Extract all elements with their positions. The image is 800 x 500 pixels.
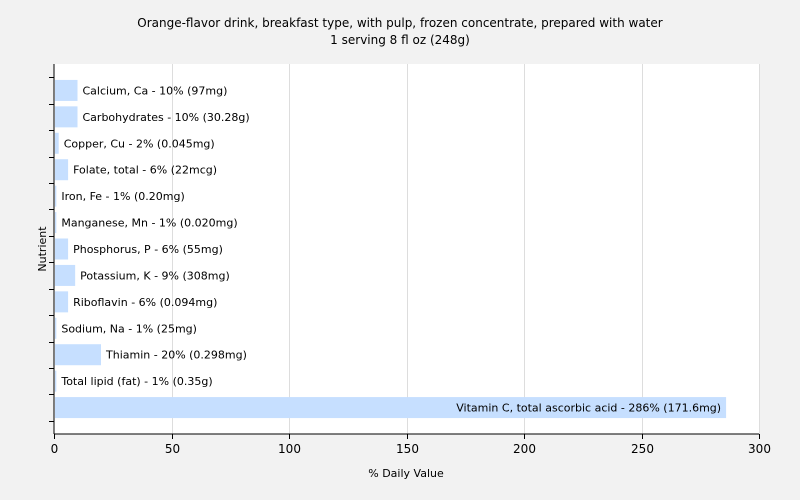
bar-label: Iron, Fe - 1% (0.20mg)	[61, 190, 184, 203]
bar	[55, 212, 57, 234]
x-tick-label: 200	[513, 442, 536, 456]
bar	[55, 317, 57, 339]
bar-label: Thiamin - 20% (0.298mg)	[105, 349, 247, 362]
y-axis-ticks	[49, 77, 54, 422]
bar	[55, 159, 69, 181]
x-tick-label: 300	[748, 442, 771, 456]
bar-label: Vitamin C, total ascorbic acid - 286% (1…	[456, 402, 721, 415]
bar-label: Folate, total - 6% (22mcg)	[73, 164, 217, 177]
bar	[55, 185, 57, 207]
bar-label: Riboflavin - 6% (0.094mg)	[73, 296, 217, 309]
bar-label: Potassium, K - 9% (308mg)	[80, 269, 230, 282]
chart-subtitle: 1 serving 8 fl oz (248g)	[330, 33, 470, 47]
grid-lines	[172, 64, 760, 434]
bars: Calcium, Ca - 10% (97mg) Carbohydrates - …	[55, 79, 727, 419]
bar	[55, 264, 76, 286]
bar	[55, 79, 78, 101]
x-axis-title: % Daily Value	[368, 467, 444, 480]
x-axis-ticks: 0 50 100 150 200 250 300	[51, 434, 771, 456]
bar-label: Phosphorus, P - 6% (55mg)	[73, 243, 223, 256]
x-tick-label: 0	[51, 442, 59, 456]
bar	[55, 132, 59, 154]
bar-label: Calcium, Ca - 10% (97mg)	[83, 84, 228, 97]
x-tick-label: 150	[396, 442, 419, 456]
x-tick-label: 250	[631, 442, 654, 456]
axes	[53, 64, 759, 435]
bar-label: Manganese, Mn - 1% (0.020mg)	[61, 217, 237, 230]
bar-label: Carbohydrates - 10% (30.28g)	[83, 111, 250, 124]
chart-title: Orange-flavor drink, breakfast type, wit…	[137, 16, 663, 30]
x-tick-label: 100	[278, 442, 301, 456]
plot-area	[54, 64, 759, 434]
bar	[55, 238, 69, 260]
bar	[55, 397, 727, 419]
bar	[55, 106, 78, 128]
bar-label: Total lipid (fat) - 1% (0.35g)	[60, 375, 212, 388]
bar-label: Sodium, Na - 1% (25mg)	[61, 322, 197, 335]
x-tick-label: 50	[165, 442, 180, 456]
bar	[55, 291, 69, 313]
y-axis-title: Nutrient	[36, 226, 49, 272]
bar	[55, 344, 101, 366]
bar	[55, 370, 57, 392]
bar-label: Copper, Cu - 2% (0.045mg)	[64, 137, 215, 150]
